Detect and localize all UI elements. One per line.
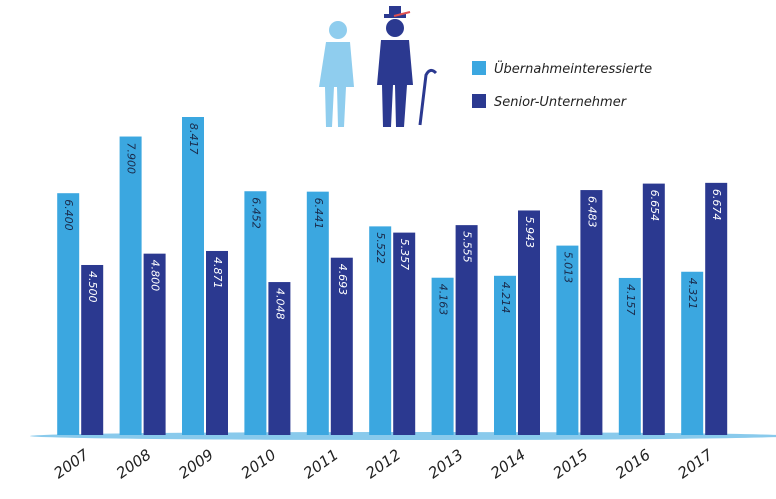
bar — [120, 137, 142, 435]
legend-label: Übernahmeinteressierte — [494, 60, 652, 77]
value-label: 4.693 — [336, 264, 349, 296]
value-label: 6.441 — [312, 198, 325, 230]
value-label: 5.357 — [398, 239, 411, 271]
value-label: 4.871 — [211, 257, 224, 289]
bar — [182, 117, 204, 435]
bar — [643, 184, 665, 435]
value-label: 4.500 — [86, 271, 99, 303]
value-label: 4.048 — [273, 288, 286, 320]
value-label: 6.452 — [249, 197, 262, 229]
bar — [705, 183, 727, 435]
value-label: 5.013 — [561, 252, 574, 284]
value-label: 6.674 — [710, 189, 723, 221]
legend-swatch — [472, 94, 486, 108]
value-label: 6.483 — [585, 196, 598, 228]
x-tick-label: 2015 — [550, 446, 592, 483]
x-tick-label: 2011 — [300, 446, 342, 483]
value-label: 4.163 — [437, 284, 450, 316]
x-tick-label: 2008 — [113, 446, 155, 483]
legend-label: Senior-Unternehmer — [494, 95, 628, 110]
legend-swatch — [472, 61, 486, 75]
value-label: 4.800 — [149, 260, 162, 292]
x-tick-label: 2007 — [51, 445, 93, 482]
x-tick-label: 2016 — [612, 446, 654, 483]
value-label: 4.321 — [686, 278, 699, 310]
figures-icon — [319, 6, 436, 127]
value-label: 5.522 — [374, 232, 387, 263]
value-label: 5.943 — [523, 216, 536, 248]
x-tick-label: 2010 — [238, 446, 280, 483]
value-label: 6.654 — [648, 190, 661, 222]
value-label: 5.555 — [461, 231, 474, 262]
x-tick-label: 2012 — [363, 446, 405, 483]
x-tick-label: 2014 — [487, 446, 529, 483]
x-tick-label: 2017 — [675, 445, 717, 482]
value-label: 7.900 — [125, 143, 138, 175]
chart: Übernahmeinteressierte Senior-Unternehmer… — [0, 0, 776, 499]
value-label: 4.214 — [499, 282, 512, 314]
value-label: 4.157 — [624, 284, 637, 316]
value-label: 8.417 — [187, 123, 200, 155]
x-tick-label: 2009 — [175, 446, 217, 483]
x-tick-label: 2013 — [425, 446, 467, 483]
value-label: 6.400 — [62, 199, 75, 231]
